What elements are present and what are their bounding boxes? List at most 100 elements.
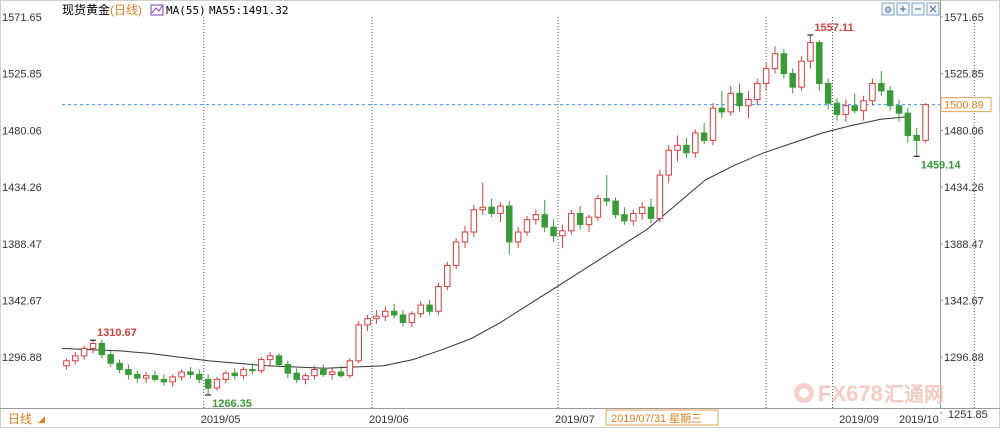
candle-up [435,286,442,312]
candle-up [922,104,929,141]
candle-down [284,364,292,374]
y-tick-label-left: 1342.67 [2,296,42,308]
candle-up [89,342,97,349]
candle-up [656,174,664,219]
candle-down [550,226,557,237]
candle-down [275,355,283,366]
candle-up [585,216,593,226]
grid-lines [62,17,975,408]
candle-up [222,372,230,380]
candle-down [204,378,212,389]
candle-down [851,105,858,112]
low-label: 1459.14 [921,159,962,171]
candle-up [479,206,486,211]
y-tick-label: 1251.85 [948,409,988,421]
candle-down [612,200,619,216]
candle-down [913,134,920,141]
low-label: 1266.35 [212,398,252,410]
candle-down [541,214,548,228]
candle-down [107,354,114,364]
candle-down [187,371,194,375]
ma-label: MA(55) [166,4,206,17]
y-tick-label-left: 1434.26 [2,182,42,194]
candle-up [798,60,805,88]
candle-up [417,304,424,315]
candle-up [373,315,380,320]
candle-up [346,360,354,377]
current-price-tag [940,97,992,113]
y-tick-label: 1296.88 [944,352,984,364]
candle-down [488,206,495,214]
candle-down [718,107,726,113]
x-tick-label: 2019/05 [201,414,241,426]
candle-up [408,313,416,323]
candle-up [142,375,150,379]
candle-up [302,375,309,380]
candle-up [665,149,672,176]
candles [63,35,929,396]
candle-down [647,206,655,219]
candle-up [63,360,70,367]
y-tick-label: 1571.65 [944,12,984,24]
candle-up [860,100,867,112]
candle-down [320,368,327,375]
settings-icon[interactable]: ⚙ [881,2,895,16]
candle-up [523,219,531,233]
candle-down [426,304,433,312]
candle-up [638,206,646,214]
candle-down [683,144,690,154]
candle-down [231,372,238,377]
chart-header: 现货黄金 (日线) MA(55) MA55:1491.32 [62,2,288,17]
y-tick-label: 1525.85 [944,69,984,81]
candle-down [399,314,407,323]
candle-up [754,82,761,101]
watermark-cn: 汇通网 [884,383,944,406]
candle-up [514,231,522,243]
candle-down [390,310,398,316]
candle-up [213,378,221,389]
ma-legend-icon [150,4,164,16]
high-label: 1310.67 [97,327,137,339]
candle-up [178,371,185,378]
period-tab[interactable]: 日线 [8,412,32,426]
y-tick-label-left: 1388.47 [2,239,42,251]
candle-down [337,371,345,377]
candle-down [125,368,132,375]
candle-up [169,376,176,383]
period-tab-arrow-icon[interactable]: ◢ [38,414,45,424]
y-tick-label-left: 1296.88 [2,352,42,364]
ma55-line [61,116,911,369]
candle-down [904,112,912,136]
candle-down [98,342,106,356]
candle-up [869,82,876,102]
svg-text:⚙: ⚙ [884,5,892,15]
y-tick-label: 1434.26 [944,182,984,194]
x-tick-label: 2019/10 [899,414,939,426]
close-icon[interactable] [926,2,940,16]
x-axis-labels: 2019/05 2019/06 2019/07 2019/09 2019/10 [201,414,939,426]
y-tick-label: 1388.47 [944,239,984,251]
zoom-in-icon[interactable] [896,2,910,16]
candle-up [727,92,734,113]
candle-down [249,368,256,372]
y-axis-labels: 1571.65 1525.85 1525.85 1480.06 1480.06 1434.… [2,12,992,421]
candle-down [160,378,168,383]
candle-down [886,90,894,107]
x-tick-label: 2019/06 [369,414,409,426]
period-label[interactable]: (日线) [110,3,142,17]
candle-down [816,42,823,84]
zoom-out-icon[interactable] [911,2,925,16]
candle-up [771,53,779,70]
candle-up [355,324,362,362]
candle-up [72,355,79,362]
candle-up [594,198,602,218]
candle-up [328,371,336,375]
candle-up [470,209,478,233]
annotations: 1310.67 1266.35 1557.11 1459.14 [90,22,961,410]
candle-up [762,68,770,84]
candle-up [461,231,469,243]
candle-up [692,132,699,154]
candle-down [824,82,832,104]
